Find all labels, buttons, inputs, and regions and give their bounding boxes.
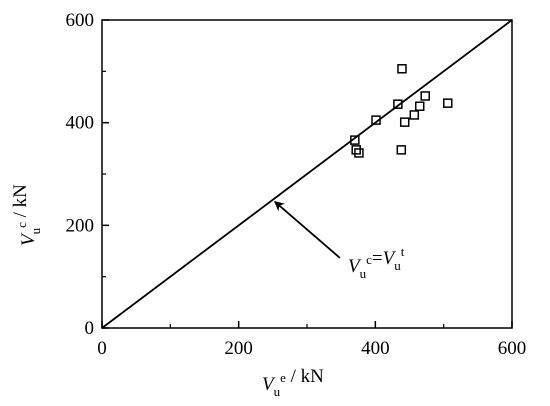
point <box>443 98 453 108</box>
unit: / kN <box>286 366 324 387</box>
point <box>393 99 403 109</box>
subscript: u <box>360 266 367 281</box>
subscript: u <box>274 384 281 399</box>
point <box>415 101 425 111</box>
x-tick-label: 200 <box>224 338 253 359</box>
point <box>351 145 361 155</box>
symbol: V <box>18 232 39 246</box>
point <box>396 145 407 155</box>
y-tick-label: 400 <box>66 113 95 134</box>
y-tick-label: 600 <box>66 10 95 31</box>
y-axis-label: Vuc / kN <box>10 184 43 246</box>
superscript: t <box>401 244 405 259</box>
equals: = <box>372 248 383 269</box>
y-tick-label: 200 <box>66 215 95 236</box>
x-tick-label: 400 <box>361 338 390 359</box>
symbol: V <box>348 256 362 277</box>
superscript: e <box>280 370 286 385</box>
reference-line <box>101 19 513 329</box>
annotation: Vuc=Vut <box>348 244 405 281</box>
point <box>371 115 381 125</box>
subscript: u <box>28 227 43 234</box>
y-tick-label: 0 <box>85 318 95 339</box>
superscript: c <box>366 252 372 267</box>
superscript: c <box>14 222 29 228</box>
symbol: V <box>383 248 397 269</box>
point <box>409 110 420 120</box>
x-axis-label: Vue / kN <box>262 366 324 399</box>
unit: / kN <box>10 184 31 222</box>
x-tick-label: 600 <box>498 338 527 359</box>
point <box>420 91 430 101</box>
x-tick-label: 0 <box>97 338 107 359</box>
point <box>399 117 410 127</box>
annotation-arrow <box>274 200 341 259</box>
point <box>354 148 364 158</box>
point <box>397 64 407 74</box>
point <box>350 135 360 145</box>
subscript: u <box>394 258 401 273</box>
symbol: V <box>262 374 276 395</box>
